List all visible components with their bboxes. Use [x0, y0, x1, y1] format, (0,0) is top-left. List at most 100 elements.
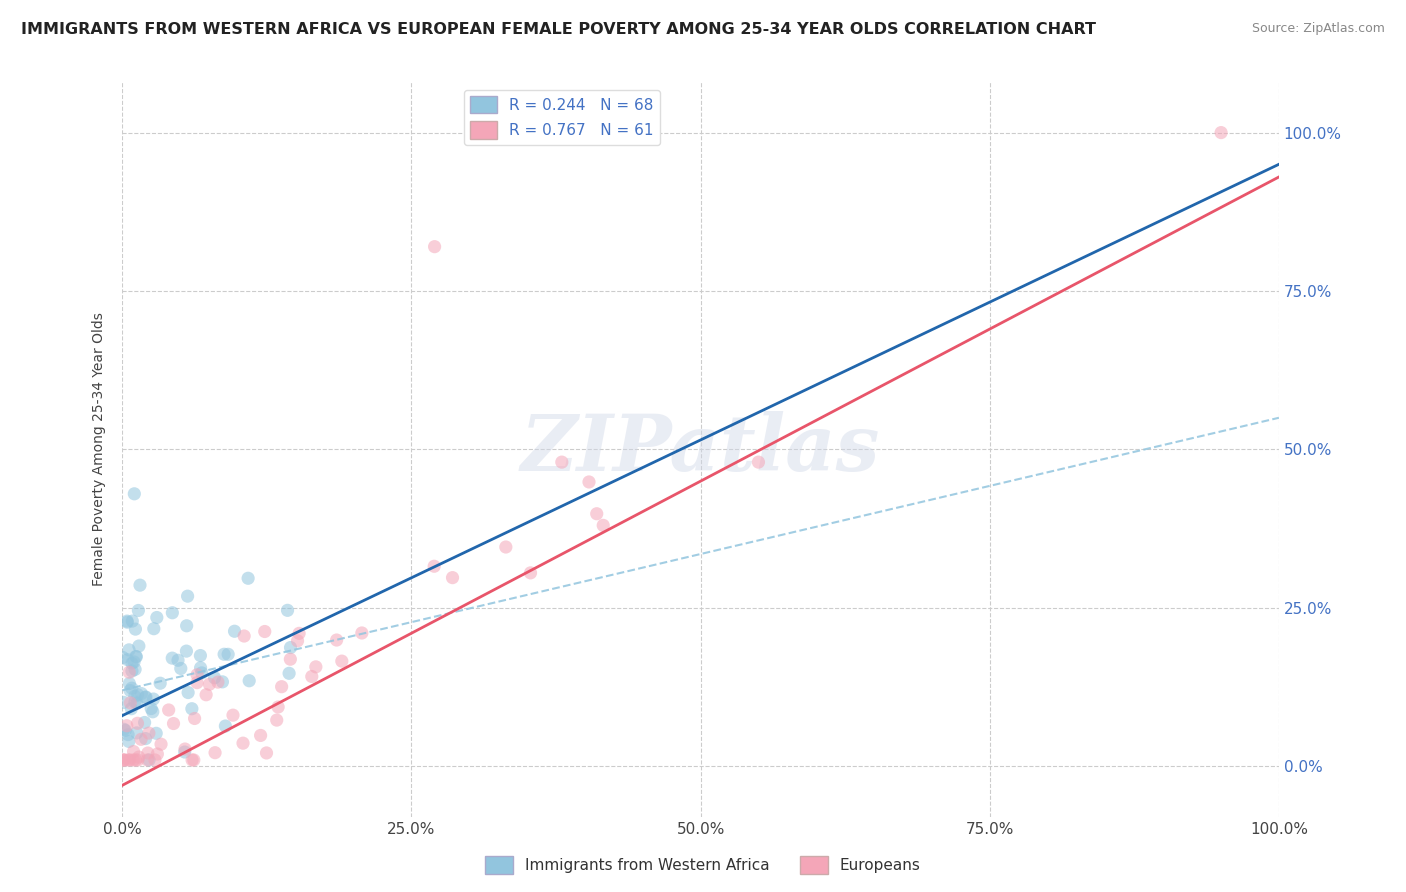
Point [112, 723, 135, 737]
Point [1209, 126, 1232, 140]
Point [212, 647, 235, 661]
Point [125, 649, 148, 664]
Point [305, 660, 328, 674]
Point [578, 475, 600, 489]
Point [124, 695, 146, 709]
Point [118, 734, 141, 748]
Point [112, 695, 135, 709]
Point [253, 624, 276, 639]
Y-axis label: Female Poverty Among 25-34 Year Olds: Female Poverty Among 25-34 Year Olds [93, 312, 107, 586]
Point [117, 728, 139, 742]
Point [592, 518, 614, 533]
Point [127, 688, 149, 702]
Point [114, 753, 136, 767]
Point [217, 648, 239, 662]
Point [117, 653, 139, 667]
Point [118, 665, 141, 680]
Point [186, 675, 208, 690]
Point [112, 753, 135, 767]
Point [232, 736, 254, 750]
Point [167, 653, 190, 667]
Point [350, 626, 373, 640]
Point [127, 716, 149, 731]
Point [121, 664, 143, 678]
Point [162, 716, 184, 731]
Point [190, 665, 212, 680]
Point [120, 702, 142, 716]
Point [224, 624, 246, 639]
Point [170, 661, 193, 675]
Point [256, 746, 278, 760]
Point [325, 633, 347, 648]
Point [145, 726, 167, 740]
Point [233, 629, 256, 643]
Point [138, 726, 160, 740]
Point [270, 680, 292, 694]
Point [120, 683, 142, 698]
Point [141, 701, 163, 715]
Point [124, 690, 146, 704]
Point [519, 566, 541, 580]
Point [112, 753, 135, 767]
Point [136, 753, 159, 767]
Point [128, 639, 150, 653]
Point [266, 713, 288, 727]
Point [238, 673, 260, 688]
Point [288, 626, 311, 640]
Point [146, 747, 169, 761]
Point [115, 614, 138, 628]
Point [122, 655, 145, 669]
Point [186, 667, 208, 681]
Point [585, 507, 607, 521]
Point [180, 702, 202, 716]
Point [118, 753, 141, 767]
Legend: Immigrants from Western Africa, Europeans: Immigrants from Western Africa, European… [479, 850, 927, 880]
Point [423, 240, 446, 254]
Point [142, 622, 165, 636]
Point [124, 753, 146, 767]
Text: ZIPatlas: ZIPatlas [522, 411, 880, 488]
Point [747, 455, 769, 469]
Point [136, 746, 159, 760]
Point [267, 700, 290, 714]
Point [277, 603, 299, 617]
Point [134, 690, 156, 705]
Point [198, 677, 221, 691]
Point [122, 745, 145, 759]
Point [135, 731, 157, 746]
Point [135, 690, 157, 704]
Point [278, 666, 301, 681]
Point [127, 753, 149, 767]
Point [118, 676, 141, 690]
Point [204, 746, 226, 760]
Point [131, 687, 153, 701]
Point [495, 540, 517, 554]
Point [149, 676, 172, 690]
Point [195, 688, 218, 702]
Point [146, 610, 169, 624]
Text: Source: ZipAtlas.com: Source: ZipAtlas.com [1251, 22, 1385, 36]
Point [176, 589, 198, 603]
Point [280, 652, 302, 666]
Point [176, 644, 198, 658]
Point [441, 571, 464, 585]
Point [190, 648, 212, 663]
Point [222, 708, 245, 723]
Point [173, 745, 195, 759]
Point [128, 750, 150, 764]
Point [287, 633, 309, 648]
Point [174, 742, 197, 756]
Point [118, 643, 141, 657]
Point [207, 675, 229, 690]
Point [551, 455, 574, 469]
Point [204, 671, 226, 685]
Point [125, 726, 148, 740]
Point [129, 732, 152, 747]
Point [280, 640, 302, 655]
Point [127, 603, 149, 617]
Point [121, 657, 143, 671]
Point [129, 578, 152, 592]
Point [142, 692, 165, 706]
Point [190, 661, 212, 675]
Point [160, 651, 183, 665]
